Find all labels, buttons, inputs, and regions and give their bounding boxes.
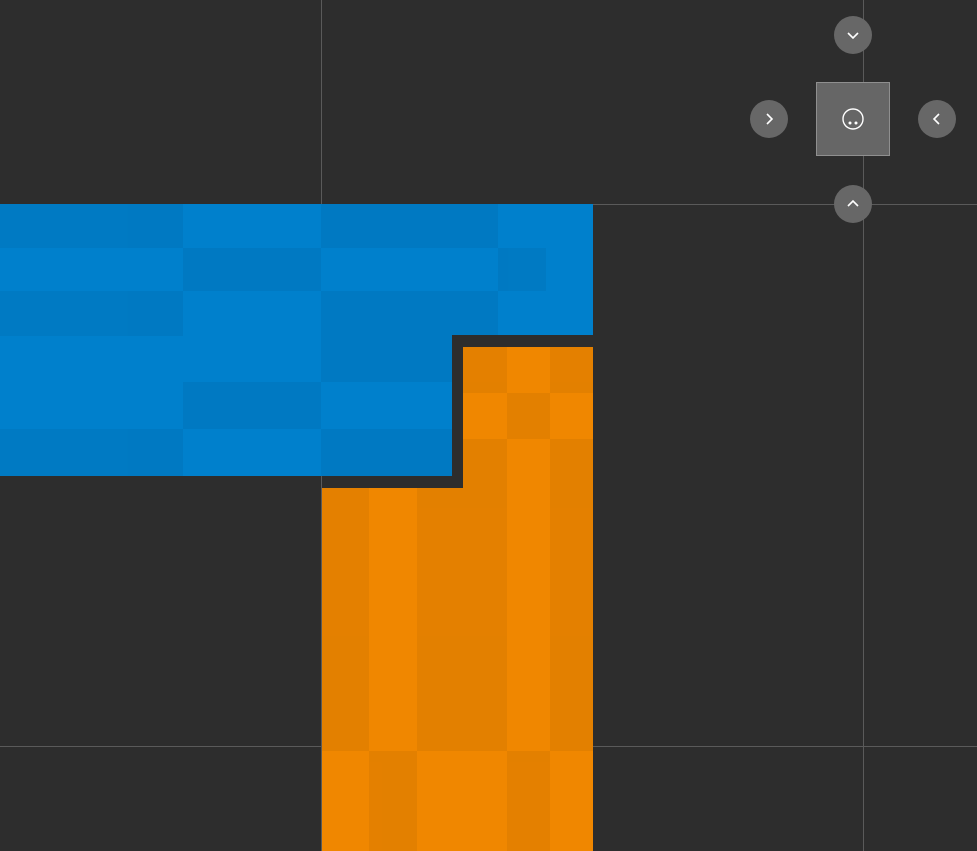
guide-line-vertical bbox=[863, 0, 864, 851]
chevron-down-icon bbox=[847, 32, 859, 40]
dock-left-button[interactable] bbox=[750, 100, 788, 138]
circle-dots-icon bbox=[842, 108, 864, 130]
chevron-left-icon bbox=[932, 113, 940, 125]
dock-top-button[interactable] bbox=[834, 16, 872, 54]
chevron-up-icon bbox=[847, 199, 859, 207]
dock-center-button[interactable] bbox=[816, 82, 890, 156]
dock-right-button[interactable] bbox=[918, 100, 956, 138]
chevron-right-icon bbox=[766, 113, 774, 125]
dock-bottom-button[interactable] bbox=[834, 185, 872, 223]
